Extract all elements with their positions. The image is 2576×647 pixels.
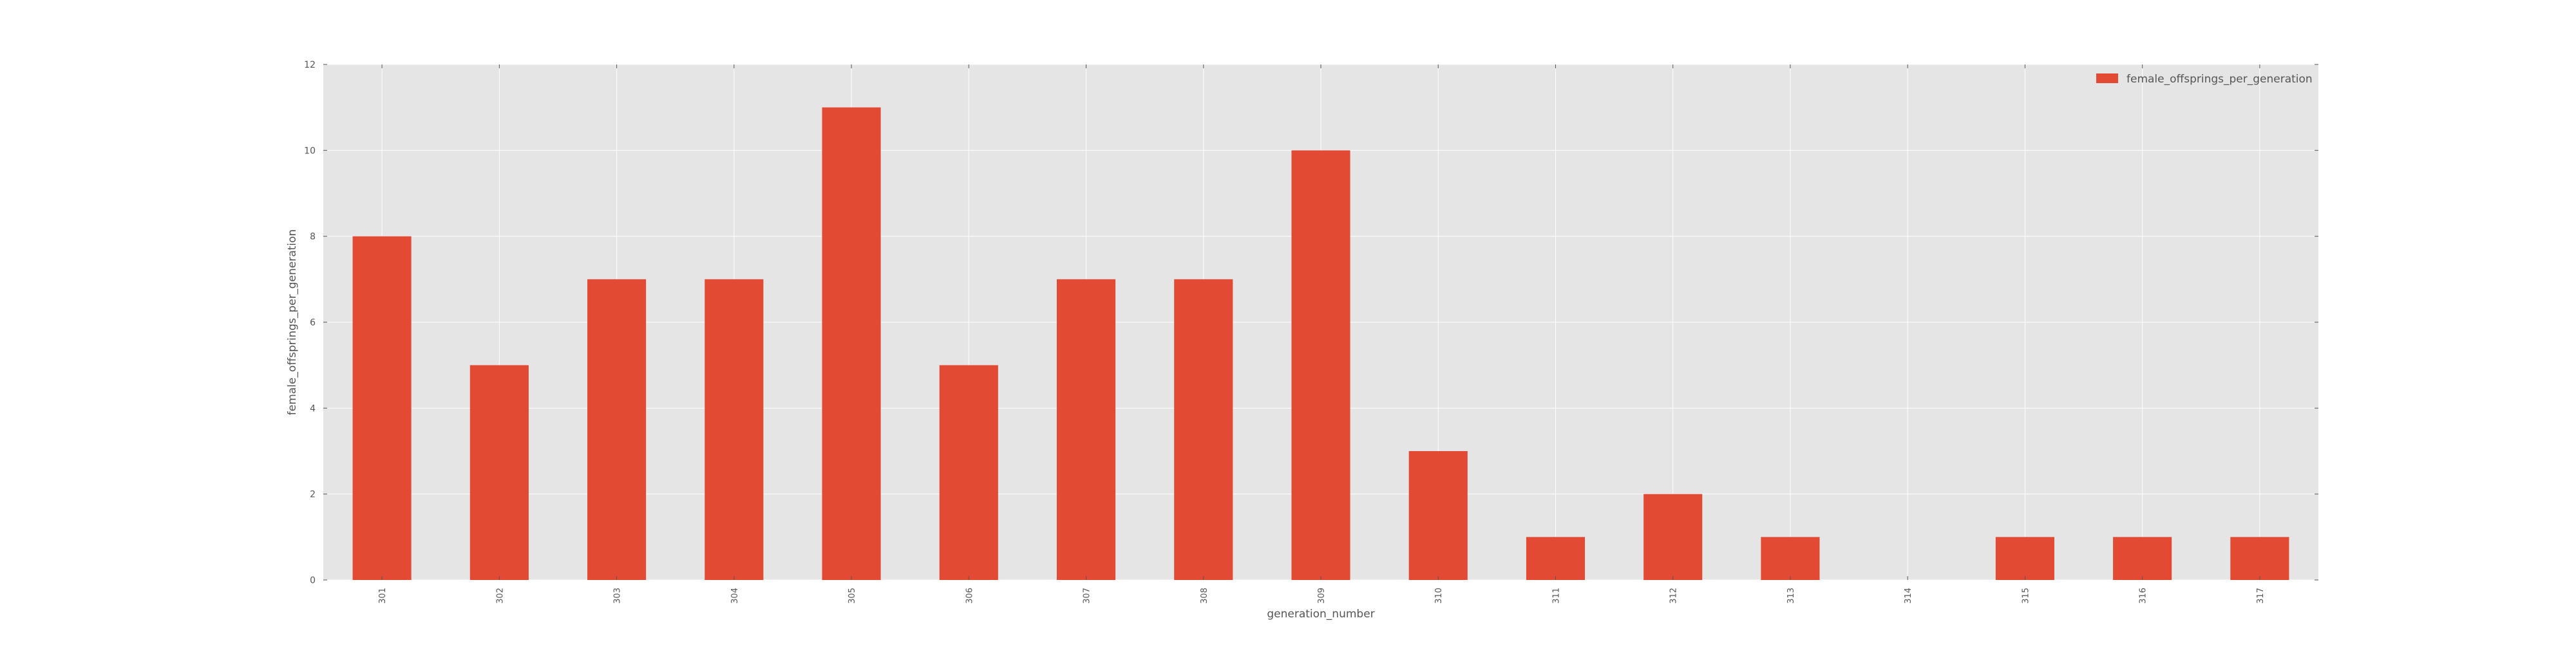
x-tick-label: 301	[378, 588, 388, 604]
x-tick-label: 309	[1317, 588, 1327, 604]
y-tick-label: 4	[310, 403, 316, 414]
x-tick-label: 308	[1200, 588, 1209, 604]
bar-308	[1174, 279, 1233, 580]
x-tick-label: 317	[2256, 588, 2266, 604]
y-tick-label: 10	[304, 146, 316, 156]
x-axis-ticks: 301 302 303 304 305 306 307 308 309 310 311 312 313 3…	[378, 64, 2266, 604]
bar-315	[1995, 537, 2054, 580]
bar-303	[587, 279, 647, 580]
bar-310	[1408, 451, 1468, 580]
x-tick-label: 307	[1083, 588, 1092, 604]
x-tick-label: 316	[2139, 588, 2148, 604]
x-tick-label: 314	[1904, 588, 1913, 604]
bars	[352, 107, 2289, 581]
x-tick-label: 303	[613, 588, 623, 604]
x-tick-label: 310	[1434, 588, 1444, 604]
x-tick-label: 304	[730, 588, 740, 604]
y-axis-label: female_offsprings_per_generation	[286, 229, 299, 416]
y-axis-ticks: 0 2 4 6 8 10 12	[304, 60, 2318, 586]
y-tick-label: 6	[310, 318, 316, 328]
x-tick-label: 313	[1786, 588, 1796, 604]
y-tick-label: 2	[310, 490, 316, 500]
x-tick-label: 302	[495, 588, 505, 604]
bar-302	[469, 365, 529, 580]
x-tick-label: 311	[1551, 588, 1561, 604]
bar-306	[939, 365, 998, 580]
legend-label: female_offsprings_per_generation	[2126, 73, 2313, 86]
bar-301	[352, 236, 412, 581]
legend: female_offsprings_per_generation	[2096, 73, 2313, 86]
x-tick-label: 315	[2021, 588, 2031, 604]
bar-317	[2230, 537, 2289, 580]
x-tick-label: 306	[965, 588, 974, 604]
y-tick-label: 8	[310, 232, 316, 242]
bar-313	[1761, 537, 1820, 580]
y-tick-label: 12	[304, 60, 316, 70]
x-axis-label: generation_number	[1267, 608, 1374, 621]
bar-304	[705, 279, 764, 580]
bar-311	[1526, 537, 1586, 580]
x-tick-label: 305	[848, 588, 857, 604]
bar-307	[1056, 279, 1116, 580]
y-tick-label: 0	[310, 575, 316, 586]
bar-312	[1643, 494, 1703, 580]
bar-305	[822, 107, 881, 580]
x-tick-label: 312	[1669, 588, 1679, 604]
bar-316	[2113, 537, 2172, 580]
bar-309	[1291, 150, 1350, 581]
legend-swatch	[2096, 73, 2118, 83]
